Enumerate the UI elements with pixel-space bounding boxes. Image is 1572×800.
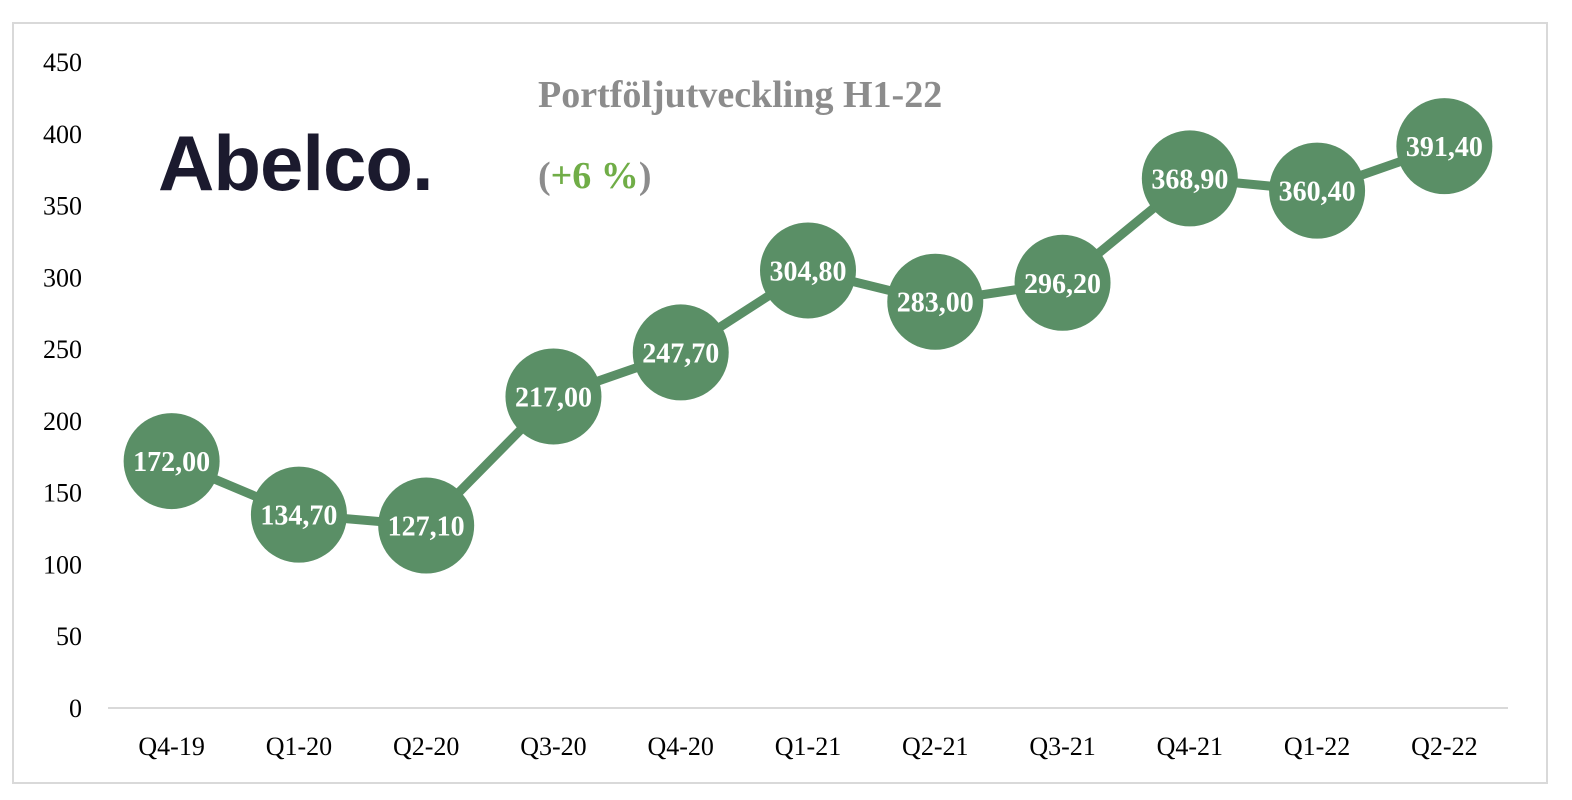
data-point-marker — [1014, 234, 1111, 331]
data-label: 360,40 — [1279, 177, 1356, 208]
data-point: 217,00 — [505, 348, 602, 445]
data-point: 172,00 — [123, 413, 220, 510]
data-point-marker — [632, 304, 729, 401]
x-tick-label: Q4-20 — [648, 732, 714, 761]
data-label: 217,00 — [515, 382, 592, 413]
data-label: 134,70 — [260, 501, 337, 532]
data-label: 283,00 — [897, 288, 974, 319]
subtitle-open-paren: ( — [538, 155, 551, 197]
data-point: 368,90 — [1141, 130, 1238, 227]
x-tick-label: Q1-22 — [1284, 732, 1350, 761]
y-tick-label: 0 — [69, 694, 82, 723]
data-point: 360,40 — [1269, 142, 1366, 239]
data-point-marker — [505, 348, 602, 445]
data-point: 283,00 — [887, 253, 984, 350]
data-point-marker — [250, 466, 347, 563]
data-point-marker — [1269, 142, 1366, 239]
x-tick-label: Q2-22 — [1411, 732, 1477, 761]
y-tick-label: 250 — [43, 335, 82, 364]
chart-subtitle: (+6 %) — [538, 155, 651, 197]
subtitle-change-value: +6 % — [551, 155, 639, 197]
logo-text: Abelco. — [158, 119, 433, 207]
data-points: 172,00 134,70 127,10 217,00 247,70 304,80 283,… — [123, 98, 1493, 574]
x-tick-label: Q3-21 — [1029, 732, 1095, 761]
abelco-logo: Abelco. — [158, 119, 434, 207]
y-tick-label: 100 — [43, 550, 82, 579]
y-tick-label: 350 — [43, 192, 82, 221]
data-label: 127,10 — [388, 512, 465, 543]
x-tick-label: Q2-20 — [393, 732, 459, 761]
subtitle-close-paren: ) — [639, 155, 652, 197]
x-tick-label: Q4-21 — [1157, 732, 1223, 761]
data-point: 304,80 — [760, 222, 856, 319]
data-point-marker — [1396, 98, 1493, 195]
x-tick-label: Q1-20 — [266, 732, 332, 761]
y-tick-label: 400 — [43, 120, 82, 149]
y-tick-label: 200 — [43, 407, 82, 436]
y-tick-label: 50 — [56, 622, 82, 651]
x-tick-label: Q1-21 — [775, 732, 841, 761]
data-point: 127,10 — [378, 477, 475, 574]
y-tick-label: 150 — [43, 479, 82, 508]
data-label: 368,90 — [1151, 164, 1228, 195]
data-label: 247,70 — [642, 338, 719, 369]
data-point: 296,20 — [1014, 234, 1111, 331]
y-tick-label: 300 — [43, 263, 82, 292]
data-label: 391,40 — [1406, 132, 1483, 163]
x-tick-label: Q4-19 — [138, 732, 204, 761]
data-point: 391,40 — [1396, 98, 1493, 195]
data-label: 172,00 — [133, 447, 210, 478]
data-point: 247,70 — [632, 304, 729, 401]
x-tick-label: Q2-21 — [902, 732, 968, 761]
data-label: 304,80 — [770, 256, 847, 287]
y-axis-ticks: 0 50 100 150 200 250 300 350 400 450 — [43, 48, 82, 723]
y-tick-label: 450 — [43, 48, 82, 77]
data-point-marker — [760, 222, 856, 319]
x-axis-ticks: Q4-19 Q1-20 Q2-20 Q3-20 Q4-20 Q1-21 Q2-21 Q3-21… — [138, 732, 1477, 761]
data-point-marker — [887, 253, 984, 350]
data-point: 134,70 — [250, 466, 347, 563]
data-point-marker — [1141, 130, 1238, 227]
data-point-marker — [378, 477, 475, 574]
data-point-marker — [123, 413, 220, 510]
x-tick-label: Q3-20 — [520, 732, 586, 761]
chart-frame — [12, 22, 1548, 784]
data-label: 296,20 — [1024, 269, 1101, 300]
chart-title: Portföljutveckling H1-22 — [538, 74, 942, 116]
